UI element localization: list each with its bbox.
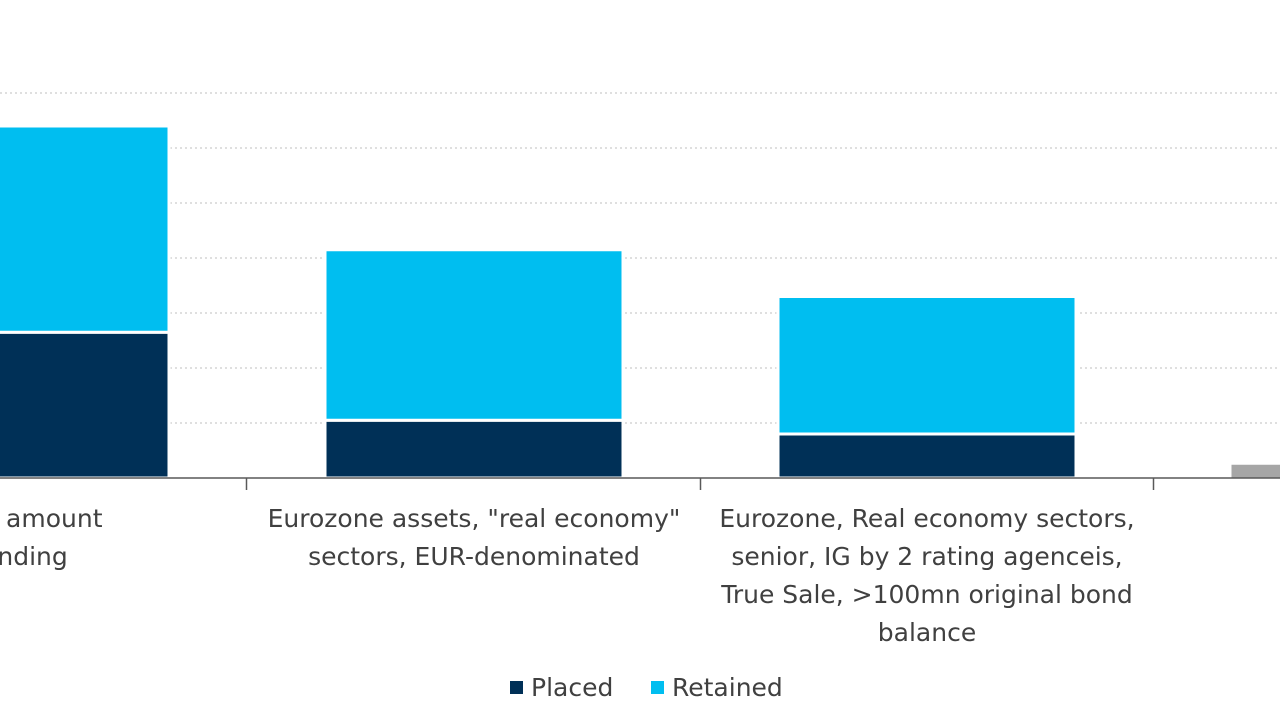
category-label-2: senior, IG by 2 rating agenceis, [731, 542, 1122, 571]
bar-placed-1 [323, 418, 625, 480]
category-label-2: balance [878, 618, 976, 647]
category-labels: rrent amount tanding Eurozone assets, "rea… [0, 504, 1135, 647]
x-axis [0, 477, 1280, 490]
gridlines [0, 92, 1280, 424]
legend-label-placed: Placed [531, 673, 613, 702]
category-label-0: tanding [0, 542, 68, 571]
bar-retained-2 [776, 295, 1078, 436]
legend-label-retained: Retained [672, 673, 783, 702]
bar-placed-2 [776, 432, 1078, 480]
category-label-2: Eurozone, Real economy sectors, [719, 504, 1134, 533]
bar-retained-1 [323, 248, 625, 422]
bar-extra-3 [1230, 463, 1280, 479]
legend-swatch-retained [651, 681, 664, 694]
category-label-2: True Sale, >100mn original bond [720, 580, 1133, 609]
category-label-0: rrent amount [0, 504, 103, 533]
legend: Placed Retained [510, 673, 783, 702]
category-label-1: Eurozone assets, "real economy" [268, 504, 681, 533]
category-label-1: sectors, EUR-denominated [308, 542, 640, 571]
bar-retained-0 [0, 124, 171, 334]
bar-placed-0 [0, 330, 171, 480]
bars [0, 124, 1280, 480]
legend-swatch-placed [510, 681, 523, 694]
